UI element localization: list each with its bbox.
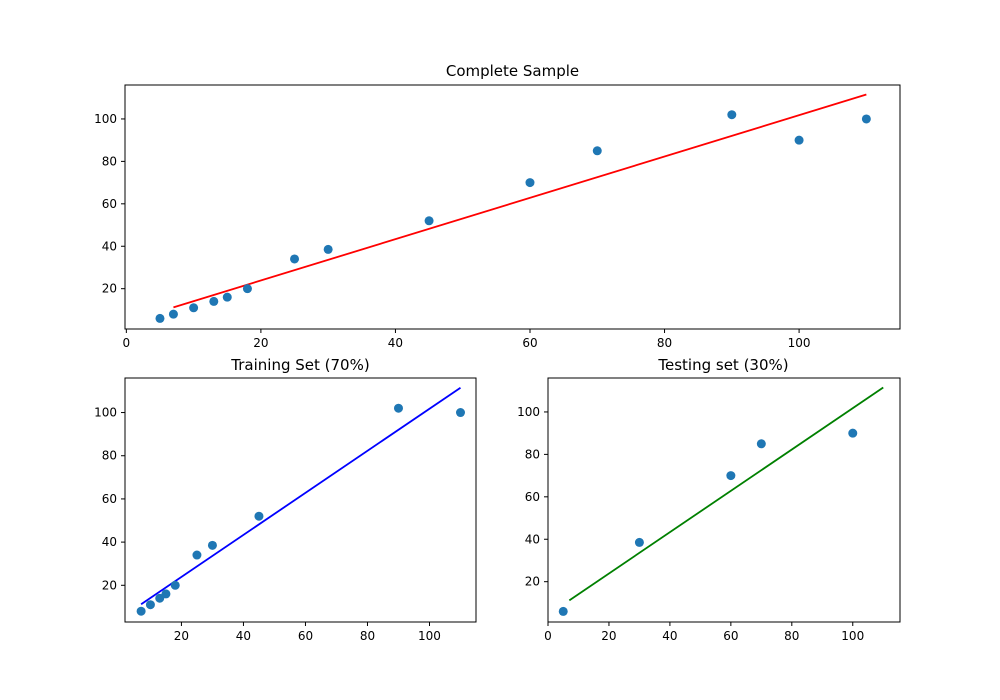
complete-sample-point	[592, 146, 602, 156]
training-set-point	[254, 511, 264, 521]
training-set-x-tick-label: 60	[298, 629, 313, 643]
training-set-y-tick-label: 40	[102, 535, 117, 549]
testing-set-y-tick-label: 40	[525, 532, 540, 546]
training-set-point	[393, 403, 403, 413]
training-set-point	[455, 408, 465, 418]
testing-set-y-tick-label: 60	[525, 490, 540, 504]
complete-sample-point	[424, 216, 434, 226]
complete-sample-point	[222, 292, 232, 302]
training-set-y-tick-label: 20	[102, 578, 117, 592]
training-set-y-tick-label: 100	[94, 406, 117, 420]
complete-sample-point	[290, 254, 300, 264]
complete-sample-x-tick-label: 0	[123, 336, 131, 350]
complete-sample-point	[189, 303, 199, 313]
complete-sample-x-tick-label: 20	[253, 336, 268, 350]
complete-sample-title: Complete Sample	[446, 62, 579, 80]
testing-set-x-tick-label: 40	[662, 629, 677, 643]
complete-sample-y-tick-label: 80	[102, 154, 117, 168]
complete-sample-y-tick-label: 20	[102, 282, 117, 296]
complete-sample-point	[242, 284, 252, 294]
complete-sample-x-tick-label: 80	[657, 336, 672, 350]
complete-sample-point	[794, 135, 804, 145]
complete-sample-point	[525, 178, 535, 188]
training-set-axes: Training Set (70%) 20 40 60 80 100 20 40 60 80 10…	[94, 356, 477, 643]
testing-set-fit-line	[568, 386, 884, 602]
complete-sample-x-tick-label: 60	[522, 336, 537, 350]
training-set-title: Training Set (70%)	[230, 356, 369, 374]
testing-set-y-tick-label: 80	[525, 447, 540, 461]
testing-set-x-tick-label: 80	[784, 629, 799, 643]
training-set-point	[170, 580, 180, 590]
testing-set-y-tick-label: 100	[517, 405, 540, 419]
training-set-y-tick-label: 60	[102, 492, 117, 506]
complete-sample-point	[727, 110, 737, 120]
complete-sample-x-tick-label: 40	[388, 336, 403, 350]
training-set-x-tick-label: 40	[236, 629, 251, 643]
complete-sample-point	[155, 313, 165, 323]
testing-set-point	[726, 471, 736, 481]
training-set-x-tick-label: 20	[174, 629, 189, 643]
testing-set-x-tick-label: 60	[723, 629, 738, 643]
testing-set-x-tick-label: 0	[544, 629, 552, 643]
testing-set-title: Testing set (30%)	[657, 356, 788, 374]
complete-sample-axes: Complete Sample 0 20 40 60 80 100 20 40 60 80 100	[94, 62, 901, 350]
testing-set-y-tick-label: 20	[525, 575, 540, 589]
complete-sample-y-tick-label: 40	[102, 239, 117, 253]
training-set-point	[192, 550, 202, 560]
testing-set-axes: Testing set (30%) 0 20 40 60 80 100 20 40 60 80 10…	[517, 356, 901, 643]
complete-sample-point	[168, 309, 178, 319]
complete-sample-point	[861, 114, 871, 124]
testing-set-point	[558, 606, 568, 616]
testing-set-x-tick-label: 100	[841, 629, 864, 643]
testing-set-point	[756, 439, 766, 449]
training-set-x-tick-label: 100	[418, 629, 441, 643]
training-set-x-tick-label: 80	[360, 629, 375, 643]
testing-set-point	[634, 537, 644, 547]
complete-sample-point	[323, 244, 333, 254]
complete-sample-point	[209, 296, 219, 306]
testing-set-x-tick-label: 20	[601, 629, 616, 643]
complete-sample-frame	[124, 84, 901, 330]
training-set-frame	[124, 377, 477, 623]
training-set-y-tick-label: 80	[102, 449, 117, 463]
training-set-point	[207, 540, 217, 550]
complete-sample-x-tick-label: 100	[788, 336, 811, 350]
training-set-point	[161, 589, 171, 599]
complete-sample-fit-line	[173, 93, 867, 309]
complete-sample-y-tick-label: 100	[94, 112, 117, 126]
testing-set-frame	[547, 377, 901, 623]
training-set-fit-line	[140, 386, 462, 606]
training-set-point	[136, 606, 146, 616]
complete-sample-y-tick-label: 60	[102, 197, 117, 211]
training-set-point	[145, 600, 155, 610]
testing-set-point	[848, 428, 858, 438]
